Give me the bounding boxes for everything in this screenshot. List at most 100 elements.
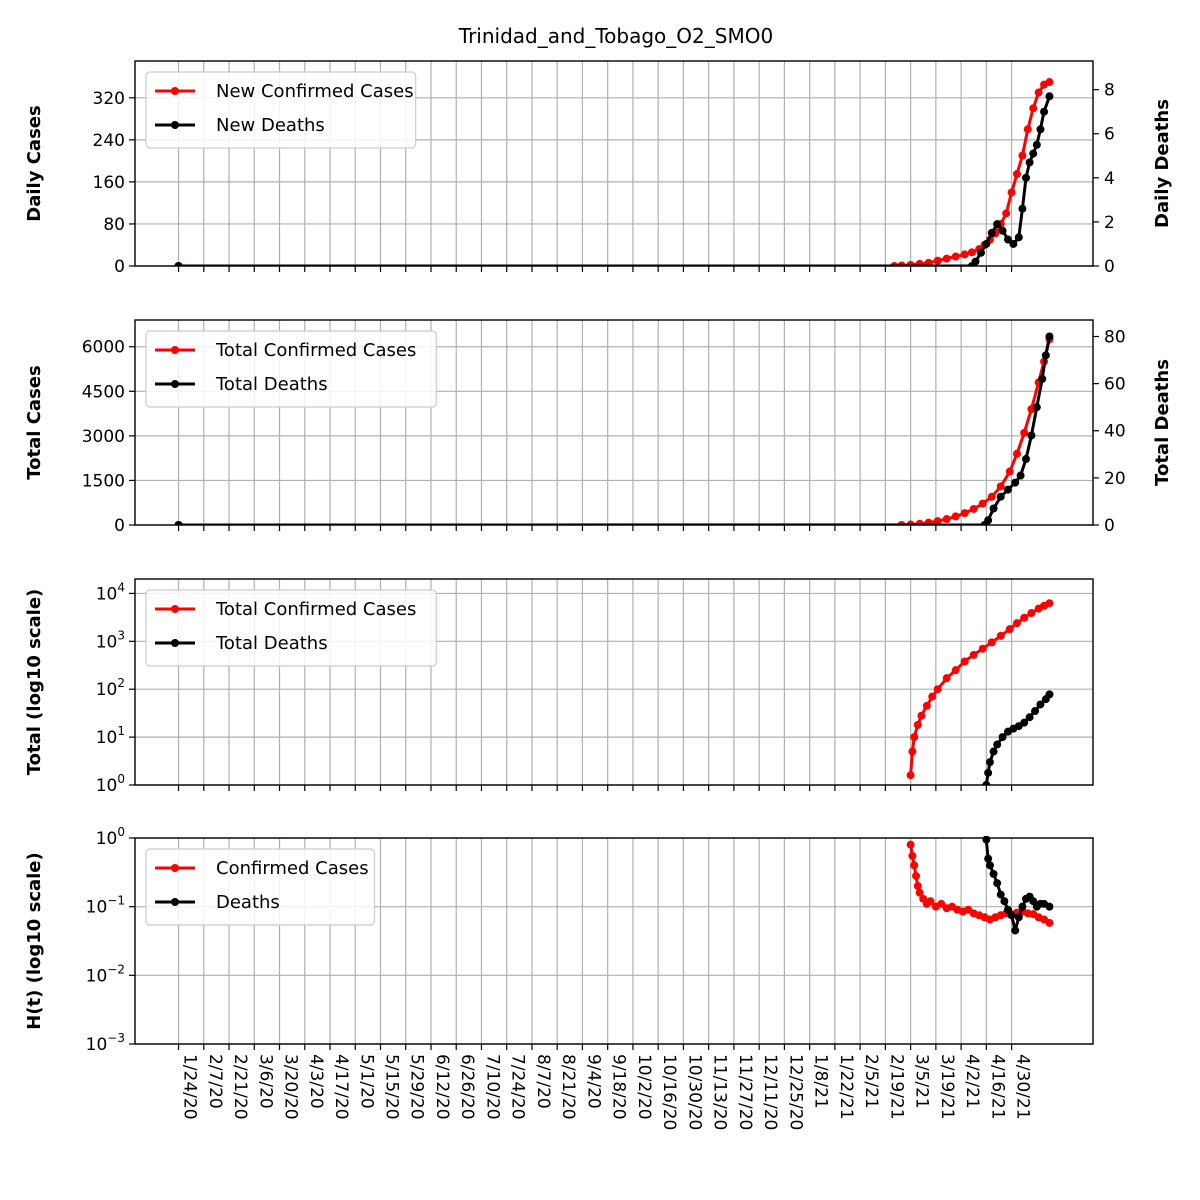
data-point — [1025, 158, 1034, 167]
data-point — [924, 518, 933, 525]
data-point — [922, 701, 931, 710]
y-axis-label: H(t) (log10 scale) — [24, 852, 45, 1030]
data-point — [984, 854, 993, 863]
x-tick-labels: 1/24/20 2/7/20 2/21/20 3/6/20 3/20/20 4/3/20 4… — [180, 1054, 1033, 1130]
axes-frame-ht — [134, 837, 1094, 1045]
x-tick-label: 1/22/21 — [836, 1054, 856, 1120]
data-point — [915, 259, 924, 266]
y-tick-label: 103 — [96, 628, 125, 652]
x-tick-label: 1/24/20 — [180, 1054, 200, 1120]
data-point — [1022, 173, 1031, 182]
x-tick-label: 12/11/20 — [760, 1054, 780, 1130]
legend-label: New Deaths — [216, 115, 325, 136]
data-point — [942, 254, 951, 263]
legend-label: Total Confirmed Cases — [215, 340, 416, 361]
data-point — [985, 861, 994, 870]
legend-box — [145, 589, 437, 667]
panel-ht: 10−3 10−2 10−1 100 H(t) (log10 scale) Confirm… — [24, 825, 1094, 1055]
y-axis-label: Daily Cases — [24, 105, 45, 221]
y-right-tick-label: 0 — [1104, 257, 1115, 277]
data-point — [912, 871, 921, 880]
x-tick-label: 10/30/20 — [684, 1054, 704, 1130]
data-point — [1005, 467, 1014, 476]
x-tick-label: 4/30/21 — [1013, 1054, 1033, 1120]
data-point — [924, 258, 933, 266]
y-right-tick-label: 6 — [1104, 125, 1115, 145]
legend-swatch-marker — [171, 121, 179, 129]
data-point — [960, 509, 969, 518]
y-tick-label: 104 — [96, 580, 125, 604]
y-tick-label: 0 — [114, 257, 125, 277]
data-point — [1009, 239, 1018, 248]
legend-total: Total Confirmed Cases Total Deaths — [145, 330, 437, 408]
x-tick-label: 7/10/20 — [482, 1054, 502, 1120]
y-right-tick-label: 40 — [1104, 422, 1126, 442]
legend-daily: New Confirmed Cases New Deaths — [145, 71, 417, 149]
data-point — [1045, 92, 1054, 101]
data-point — [913, 720, 922, 729]
data-point — [1045, 599, 1054, 608]
y-tick-label: 3000 — [82, 427, 125, 447]
data-point — [1012, 449, 1021, 458]
data-point — [933, 685, 942, 694]
data-point — [1012, 170, 1021, 179]
data-point — [967, 248, 976, 257]
data-point — [1027, 609, 1036, 618]
x-tick-label: 4/3/20 — [306, 1054, 326, 1109]
data-point — [1011, 926, 1020, 935]
x-tick-label: 7/24/20 — [508, 1054, 528, 1120]
data-point — [1020, 613, 1029, 622]
legend-swatch-marker — [171, 864, 179, 872]
data-point — [1041, 351, 1050, 360]
y-tick-label: 100 — [96, 772, 125, 796]
legend-ht: Confirmed Cases Deaths — [145, 848, 376, 926]
legend-log: Total Confirmed Cases Total Deaths — [145, 589, 437, 667]
x-tick-label: 1/8/21 — [811, 1054, 831, 1109]
data-point — [1007, 188, 1016, 197]
data-point — [1002, 209, 1011, 218]
data-point — [951, 666, 960, 675]
data-point — [989, 504, 998, 513]
data-point — [987, 228, 996, 237]
legend-label: Confirmed Cases — [216, 858, 369, 879]
data-point — [913, 881, 922, 890]
panel-total: 0 1500 3000 4500 6000 0 20 40 60 80 Total Cases Tot… — [24, 319, 1173, 536]
data-point — [998, 733, 1007, 742]
data-point — [1000, 897, 1009, 906]
y-right-tick-label: 0 — [1104, 516, 1115, 536]
legend-label: Total Deaths — [215, 633, 328, 654]
data-point — [1032, 140, 1041, 149]
legend-swatch-marker — [171, 87, 179, 95]
data-point — [1018, 902, 1027, 911]
data-point — [998, 226, 1007, 235]
data-point — [982, 239, 991, 248]
data-point — [174, 521, 183, 525]
legend-swatch-marker — [171, 639, 179, 647]
y-tick-label: 10−1 — [86, 894, 125, 918]
x-tick-label: 4/17/20 — [331, 1054, 351, 1120]
data-point — [1023, 125, 1032, 134]
data-point — [906, 840, 915, 849]
data-point — [1031, 707, 1040, 716]
y-axis-label: Total (log10 scale) — [24, 589, 45, 776]
y-axis-label: Total Cases — [24, 365, 45, 479]
series-line-0 — [909, 601, 1051, 776]
y-tick-label: 102 — [96, 676, 125, 700]
y-tick-label: 4500 — [82, 382, 125, 402]
y-axis-label-right: Total Deaths — [1152, 359, 1173, 486]
data-point — [976, 248, 985, 257]
x-tick-label: 4/16/21 — [987, 1054, 1007, 1120]
data-point — [1045, 902, 1054, 911]
x-tick-label: 10/2/20 — [634, 1054, 654, 1120]
y-right-tick-label: 60 — [1104, 375, 1126, 395]
chart-panels: 0 80 160 240 320 0 2 4 6 8 Daily Cases Daily Deaths… — [24, 60, 1173, 1130]
y-right-tick-label: 8 — [1104, 81, 1115, 101]
data-point — [1040, 107, 1049, 116]
data-point — [1014, 233, 1023, 242]
x-tick-label: 6/26/20 — [457, 1054, 477, 1120]
data-point — [942, 674, 951, 683]
data-point — [971, 257, 980, 266]
x-tick-label: 4/2/21 — [962, 1054, 982, 1109]
x-tick-label: 5/29/20 — [407, 1054, 427, 1120]
legend-swatch-marker — [171, 380, 179, 388]
